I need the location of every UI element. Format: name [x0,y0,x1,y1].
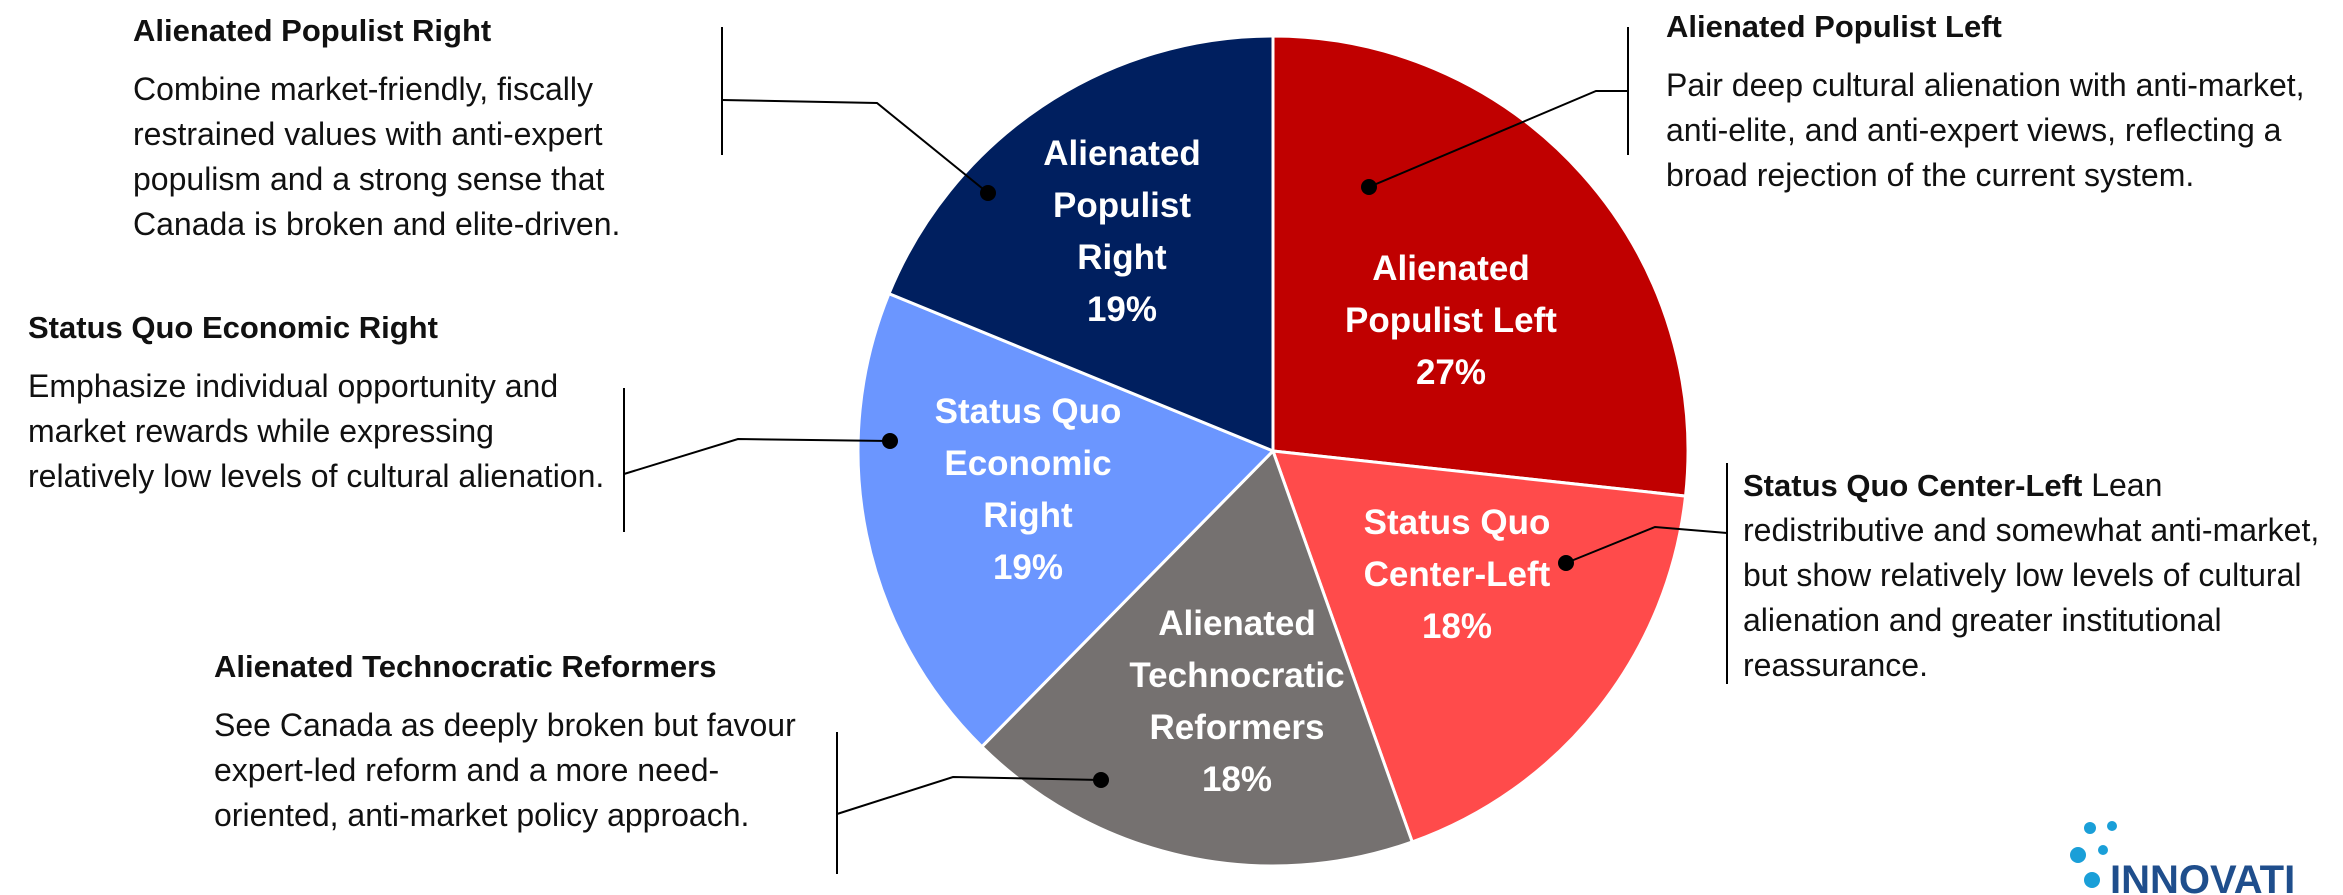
slice-label: Status Quo Center-Left 18% [1337,465,1577,685]
annotation: Alienated Populist Right Combine market-f… [133,8,693,247]
slice-value: 19% [992,548,1064,587]
annotation: Alienated Technocratic Reformers See Cana… [214,644,814,838]
slice-value: 18% [1421,607,1493,646]
logo: INNOVATI [2070,821,2295,895]
slice-label-box: Status Quo Economic Right 19% [918,380,1138,600]
annotation-text: Emphasize individual opportunity and mar… [28,368,605,494]
annotation-gap [214,689,814,703]
slice-label-box: Alienated Technocratic Reformers 18% [1117,592,1357,812]
annotation-title: Alienated Populist Left [1666,9,2002,44]
slice-label: Alienated Populist Right 19% [1022,122,1222,342]
pie-slice [856,291,1276,749]
slice-name: Status Quo Economic Right [934,392,1122,535]
slice-value: 19% [1086,290,1158,329]
annotation-title: Status Quo Center-Left [1743,468,2083,503]
leader-line [623,437,891,475]
slice-value: 18% [1201,760,1273,799]
slice-label: Alienated Technocratic Reformers 18% [1117,592,1357,812]
annotation: Status Quo Center-Left Lean redistributi… [1743,463,2343,688]
leader-line [1368,90,1628,188]
annotation-box: Status Quo Center-Left Lean redistributi… [1743,463,2343,688]
leader-dot [980,185,996,201]
annotation-text: Pair deep cultural alienation with anti-… [1666,67,2305,193]
annotation-gap [133,53,693,67]
annotation-title: Alienated Technocratic Reformers [214,649,717,684]
logo-text: INNOVATI [2110,858,2295,895]
annotation: Alienated Populist Left Pair deep cultura… [1666,4,2326,198]
leader-dot [1093,772,1109,788]
slice-name: Alienated Populist Right [1043,134,1201,277]
slice-label-box: Alienated Populist Right 19% [1022,122,1222,342]
annotation-box: Alienated Populist Right Combine market-f… [133,8,693,247]
pie-slice [1271,34,1690,498]
pie-slice [1270,449,1688,844]
annotation-title: Status Quo Economic Right [28,310,438,345]
annotation-box: Alienated Populist Left Pair deep cultura… [1666,4,2326,198]
annotation-text: See Canada as deeply broken but favour e… [214,707,796,833]
pie-slice [887,34,1275,454]
leader-dot [1361,179,1377,195]
annotation-text: Lean redistributive and somewhat anti-ma… [1743,467,2320,683]
leader-line [1565,525,1728,564]
slice-label: Alienated Populist Left 27% [1331,211,1571,431]
pie-slice [979,448,1415,868]
slice-value: 27% [1415,353,1487,392]
leader-line [836,775,1102,815]
slice-label-box: Alienated Populist Left 27% [1331,211,1571,431]
slice-name: Status Quo Center-Left [1363,503,1551,594]
annotation-title: Alienated Populist Right [133,13,492,48]
annotation-gap [1666,49,2326,63]
leader-dot [1558,555,1574,571]
slice-label: Status Quo Economic Right 19% [918,380,1138,600]
annotation-text: Combine market-friendly, fiscally restra… [133,71,621,242]
annotation: Status Quo Economic Right Emphasize indiv… [28,305,628,499]
slice-name: Alienated Technocratic Reformers [1129,604,1345,747]
slice-label-box: Status Quo Center-Left 18% [1337,465,1577,685]
annotation-gap [28,350,628,364]
slice-name: Alienated Populist Left [1345,249,1557,340]
leader-line [721,99,989,194]
leader-dot [882,433,898,449]
annotation-box: Alienated Technocratic Reformers See Cana… [214,644,814,838]
annotation-box: Status Quo Economic Right Emphasize indiv… [28,305,628,499]
